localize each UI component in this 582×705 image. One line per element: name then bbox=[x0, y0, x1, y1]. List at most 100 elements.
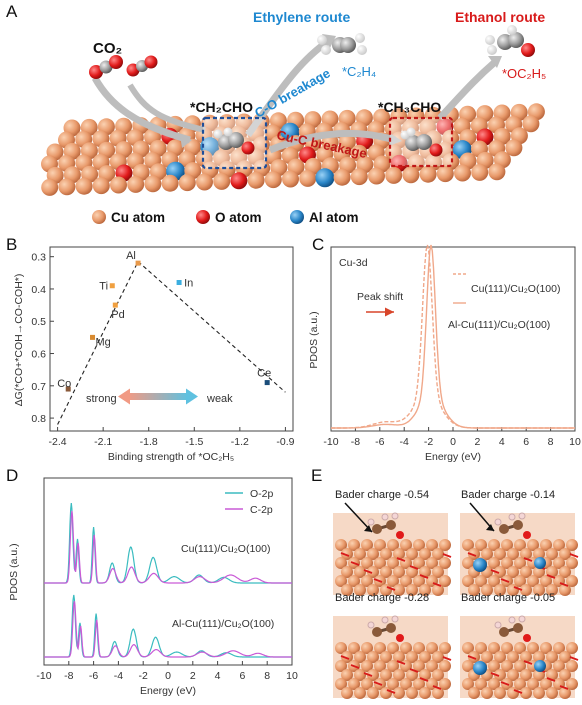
cu-atom bbox=[374, 660, 386, 672]
cu-atom bbox=[341, 669, 353, 681]
cu-atom bbox=[406, 669, 418, 681]
cu-atom bbox=[374, 642, 386, 654]
x-tick-label: 6 bbox=[523, 436, 529, 448]
cu-atom bbox=[488, 539, 500, 551]
cu-atom bbox=[400, 575, 412, 587]
x-tick-label: -10 bbox=[36, 670, 51, 682]
trend-line bbox=[57, 261, 139, 425]
x-tick-label: 4 bbox=[215, 670, 221, 682]
h-atom bbox=[381, 513, 389, 521]
cu-atom bbox=[488, 163, 506, 181]
co2-molecule bbox=[89, 55, 123, 79]
legend-label-alcu: Al-Cu(111)/Cu₂O(100) bbox=[448, 319, 550, 331]
trend-line bbox=[137, 261, 286, 393]
cu-atom bbox=[439, 660, 451, 672]
cu-atom bbox=[546, 687, 558, 699]
cu-atom bbox=[144, 175, 162, 193]
cu-atom bbox=[439, 642, 451, 654]
cu-atom bbox=[566, 660, 578, 672]
cu-atom bbox=[462, 575, 474, 587]
o-bond bbox=[396, 660, 406, 665]
cu-atom bbox=[402, 166, 420, 184]
cu-atom bbox=[406, 584, 418, 596]
y-tick-label: 0.5 bbox=[31, 316, 46, 328]
cu-atom bbox=[454, 164, 471, 182]
h-atom bbox=[381, 616, 389, 624]
cu-atom bbox=[507, 566, 519, 578]
cu-atom bbox=[471, 163, 489, 181]
cu-atom bbox=[540, 642, 552, 654]
cu-atom bbox=[439, 575, 451, 587]
ethoxy-molecule bbox=[485, 25, 535, 57]
cu-atom bbox=[507, 548, 519, 560]
panel-b-points: Al In Ti Pd Mg Co Ce bbox=[57, 250, 271, 392]
data-point-ce bbox=[264, 380, 270, 386]
cu-atom bbox=[361, 557, 373, 569]
x-tick-label: 2 bbox=[474, 436, 480, 448]
cu-atom bbox=[432, 584, 444, 596]
cu-atom bbox=[348, 642, 360, 654]
al-atom-legend-label: Al atom bbox=[309, 210, 359, 225]
cu-atom bbox=[380, 669, 392, 681]
al-atom bbox=[534, 557, 546, 569]
cu-atom bbox=[393, 566, 405, 578]
cu-atom bbox=[387, 575, 399, 587]
panel-c: C -10 -8 -6 -4 -2 0 2 4 6 8 10 Cu-3d Cu(111)/Cu₂O(… bbox=[308, 235, 581, 463]
cu-atom bbox=[341, 687, 353, 699]
cu-atom bbox=[335, 575, 347, 587]
cu-atom bbox=[413, 557, 425, 569]
cu-atom bbox=[335, 678, 347, 690]
cu-atom bbox=[553, 557, 565, 569]
o-bond bbox=[500, 578, 510, 583]
x-tick-label: 10 bbox=[569, 436, 581, 448]
cu-atom bbox=[367, 566, 379, 578]
bader-label-1: Bader charge -0.54 bbox=[335, 489, 429, 501]
cu-atom bbox=[406, 687, 418, 699]
panel-d-axes: -10 -8 -6 -4 -2 0 2 4 6 8 10 bbox=[36, 661, 298, 682]
cu-atom bbox=[178, 174, 196, 192]
cu-atom bbox=[341, 548, 353, 560]
ch2cho-label: *CH₂CHO bbox=[190, 99, 253, 115]
panel-d-label-cu: Cu(111)/Cu₂O(100) bbox=[181, 543, 270, 555]
c2h4-label: *C₂H₄ bbox=[342, 64, 376, 79]
cu-atom bbox=[501, 660, 513, 672]
o-atom bbox=[523, 531, 531, 539]
x-tick-label: 0 bbox=[165, 670, 171, 682]
cu-atom bbox=[533, 584, 545, 596]
cu-atom bbox=[380, 651, 392, 663]
panel-b: B -2.4 -2.1 -1.8 -1.5 -1.2 -0.9 0.3 0.4 0.5 0.6 0.… bbox=[6, 235, 295, 463]
legend-label-cu: Cu(111)/Cu₂O(100) bbox=[471, 283, 560, 295]
cu-atom bbox=[380, 687, 392, 699]
ethylene-route-title: Ethylene route bbox=[253, 9, 350, 25]
cu-atom bbox=[566, 642, 578, 654]
cu-atom bbox=[514, 642, 526, 654]
cu-atom bbox=[507, 669, 519, 681]
cu-atom bbox=[475, 678, 487, 690]
cu-atom bbox=[522, 115, 540, 133]
cu-atom bbox=[393, 669, 405, 681]
structure-tile-1 bbox=[333, 512, 452, 596]
structure-tile-4 bbox=[460, 615, 579, 699]
cu-atom bbox=[419, 584, 431, 596]
o-bond bbox=[386, 689, 396, 694]
weak-label: weak bbox=[206, 393, 233, 405]
al-atom bbox=[534, 660, 546, 672]
h-atom bbox=[494, 518, 502, 526]
o-bond bbox=[490, 672, 500, 677]
o-bond bbox=[442, 656, 452, 661]
cu-atom bbox=[335, 660, 347, 672]
cu-atom bbox=[514, 539, 526, 551]
cu-atom bbox=[481, 687, 493, 699]
cu-atom bbox=[426, 642, 438, 654]
cu-atom bbox=[110, 176, 127, 194]
x-tick-label: -2.1 bbox=[94, 436, 112, 448]
bader-label-3: Bader charge -0.28 bbox=[335, 592, 429, 604]
o-atom bbox=[396, 634, 404, 642]
cu-atom bbox=[367, 687, 379, 699]
x-tick-label: -2 bbox=[139, 670, 148, 682]
cu-atom bbox=[468, 548, 480, 560]
cu-atom bbox=[393, 651, 405, 663]
point-label-ti: Ti bbox=[99, 281, 108, 293]
cu-atom bbox=[385, 166, 403, 184]
o-bond bbox=[442, 553, 452, 558]
